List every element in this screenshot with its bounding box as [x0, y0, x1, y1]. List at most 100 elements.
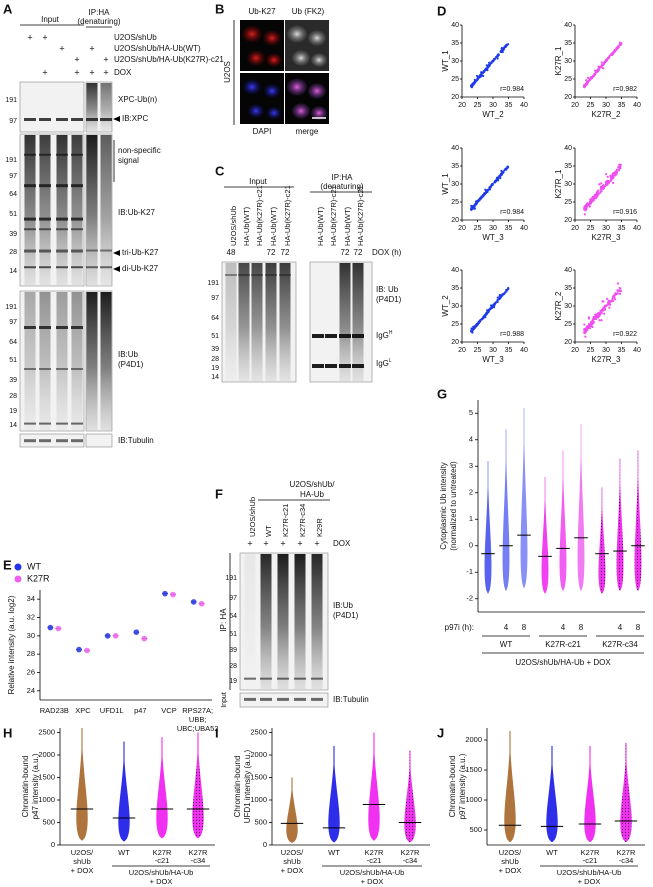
y-axis-title: Chromatin-bound — [448, 756, 457, 818]
scatter-point — [592, 199, 595, 202]
x-tick-label: RAD23B — [40, 706, 69, 715]
scatter-point — [494, 180, 497, 183]
band — [56, 368, 68, 370]
y-tick-label: 20 — [564, 217, 572, 224]
y-tick-label: -2 — [466, 594, 473, 603]
band — [56, 118, 68, 121]
violin — [546, 746, 558, 842]
y-tick-label: 2500 — [250, 727, 267, 736]
scatter-point — [602, 61, 606, 64]
scatter-point — [586, 76, 590, 79]
lane-smear — [86, 83, 98, 131]
violin — [76, 728, 88, 841]
scatter-point — [619, 163, 622, 166]
label: merge — [296, 127, 319, 136]
scatter-point — [505, 289, 508, 292]
x-tick-label: -c34 — [191, 856, 206, 865]
band — [39, 439, 51, 443]
scatter-point — [584, 204, 588, 207]
y-tick-label: 25 — [564, 76, 572, 83]
violin — [328, 746, 340, 843]
nucleus — [308, 30, 326, 46]
y-tick-label: 1500 — [38, 772, 55, 781]
y-tick-label: 1000 — [38, 795, 55, 804]
x-tick-label: K27R — [617, 848, 636, 857]
nucleus — [242, 25, 262, 43]
scatter-point — [489, 304, 493, 307]
x-axis-title: WT_3 — [482, 233, 504, 242]
y-tick-label: 30 — [27, 631, 35, 640]
group-label: U2OS/shUb/HA-Ub — [340, 868, 405, 877]
marker: 51 — [229, 631, 237, 638]
band — [24, 118, 36, 121]
scatter-point — [615, 172, 618, 175]
x-tick-label: 35 — [618, 102, 626, 109]
violin — [559, 450, 567, 591]
y-tick-label: 35 — [451, 285, 459, 292]
band — [225, 274, 237, 276]
band — [24, 326, 36, 329]
y-tick-label: 40 — [564, 145, 572, 152]
y-tick-label: 1500 — [250, 772, 267, 781]
panel-label: E — [3, 557, 12, 572]
scatter-point — [600, 61, 603, 64]
violin — [118, 741, 130, 842]
scatter-point — [475, 324, 479, 327]
marker: 19 — [229, 678, 237, 685]
band — [312, 364, 324, 368]
scatter-point — [614, 298, 617, 301]
x-tick-label: -c34 — [403, 856, 418, 865]
scatter-point — [491, 60, 494, 63]
y-tick-label: 500 — [469, 825, 482, 834]
band — [56, 439, 68, 443]
x-tick-label: -c34 — [619, 856, 634, 865]
scatter-point — [499, 172, 503, 175]
scatter-point — [601, 309, 605, 312]
y-axis-title: p97 intensity (a.u.) — [458, 753, 467, 819]
y-tick-label: 20 — [451, 339, 459, 346]
marker: 97 — [211, 295, 219, 302]
scatter-point — [596, 313, 599, 316]
dot — [55, 625, 62, 632]
y-tick-label: -1 — [466, 567, 473, 576]
scatter-point — [601, 63, 604, 66]
scatter-point — [619, 43, 622, 47]
y-tick-label: 40 — [564, 22, 572, 29]
lane-smear — [86, 135, 98, 285]
scatter-point — [478, 75, 481, 78]
marker: 64 — [9, 191, 17, 198]
band — [39, 184, 51, 188]
group-label: + DOX — [361, 877, 384, 886]
y-tick-label: 25 — [451, 321, 459, 328]
sign: + — [89, 43, 94, 53]
scatter-point — [594, 317, 598, 321]
scatter-point — [498, 297, 501, 300]
scatter-point — [486, 310, 489, 313]
x-tick-label: UBB; — [189, 715, 207, 724]
scatter-point — [594, 69, 597, 72]
band — [71, 368, 83, 370]
scatter-point — [616, 282, 620, 285]
x-tick-label: K27R — [401, 848, 420, 857]
condition: U2OS/shUb/HA-Ub(WT) — [114, 44, 201, 53]
x-tick-label: 40 — [520, 347, 528, 354]
band — [86, 249, 98, 252]
scatter-point — [472, 204, 475, 207]
scatter-point — [470, 330, 473, 333]
scatter-point — [474, 80, 477, 83]
scatter-point — [485, 68, 488, 71]
y-tick-label: 25 — [564, 199, 572, 206]
panel-label: J — [437, 725, 444, 740]
scatter-point — [599, 188, 602, 191]
scatter-point — [487, 188, 490, 191]
scatter-point — [585, 326, 588, 329]
scatter-point — [619, 289, 623, 292]
x-tick-label: UFD1L — [100, 706, 124, 715]
group-label: U2OS/shUb/HA-Ub — [129, 868, 194, 877]
nucleus — [263, 30, 281, 46]
lane-label: K27R-c21 — [281, 504, 290, 537]
band — [24, 422, 36, 425]
y-tick-label: 25 — [451, 76, 459, 83]
lane-smear — [24, 135, 36, 285]
